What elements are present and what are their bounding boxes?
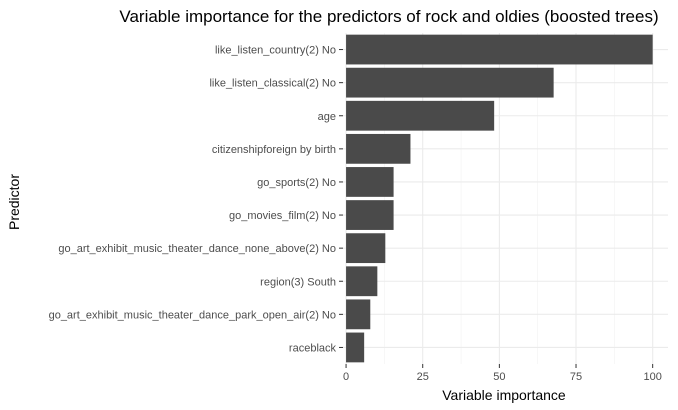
bar [346,266,378,297]
chart-title: Variable importance for the predictors o… [119,7,658,26]
bar [346,67,554,98]
y-tick-label: go_movies_film(2) No [229,210,336,222]
x-tick-label: 0 [343,371,349,383]
bar [346,100,495,131]
x-axis: 0 25 50 75 100 [343,364,662,383]
y-tick-label: go_art_exhibit_music_theater_dance_park_… [49,309,336,321]
x-tick-label: 75 [570,371,582,383]
bar [346,200,394,230]
bar [346,332,365,363]
bar [346,233,386,264]
bar [346,133,411,164]
plot-area [343,33,668,364]
x-tick-label: 100 [643,371,661,383]
bar [346,299,371,330]
x-tick-label: 25 [417,371,429,383]
y-tick-label: citizenshipforeign by birth [212,144,336,156]
bars [346,34,653,363]
y-axis: like_listen_country(2) No like_listen_cla… [49,45,343,354]
y-tick-label: region(3) South [260,276,336,288]
y-tick-label: go_sports(2) No [257,177,336,189]
bar [346,34,653,65]
y-tick-label: like_listen_country(2) No [215,45,336,57]
x-axis-title: Variable importance [442,387,566,403]
y-tick-label: raceblack [289,342,337,354]
y-axis-title: Predictor [6,174,22,230]
x-tick-label: 50 [493,371,505,383]
bar [346,167,394,197]
y-tick-label: go_art_exhibit_music_theater_dance_none_… [58,243,336,255]
y-tick-label: age [318,111,336,123]
y-tick-label: like_listen_classical(2) No [209,78,336,90]
